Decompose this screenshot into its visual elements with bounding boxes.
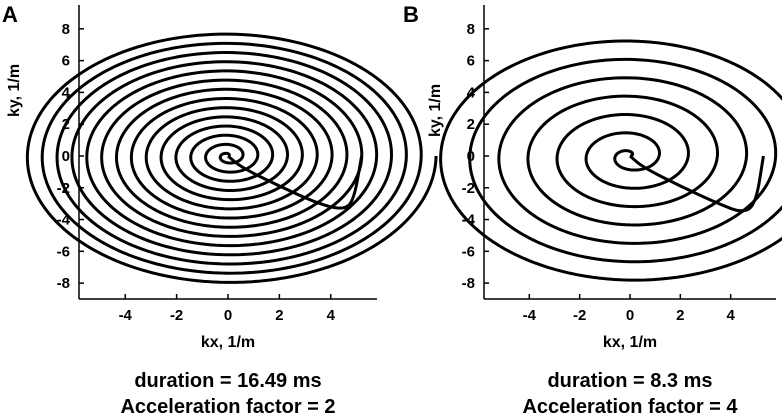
x-tick-label-b: -4: [523, 307, 537, 324]
y-tick-label-a: 0: [62, 148, 70, 165]
y-tick-label-b: 6: [467, 53, 475, 70]
x-axis-label-b: kx, 1/m: [603, 334, 657, 351]
y-axis-label-b: ky, 1/m: [427, 84, 444, 137]
y-tick-label-a: -6: [57, 243, 70, 260]
y-tick-label-b: -2: [462, 180, 475, 197]
y-tick-label-a: 4: [62, 84, 71, 101]
panel-label-a: A: [2, 2, 18, 27]
x-tick-label-a: 0: [224, 307, 232, 324]
caption-acceleration-b: Acceleration factor = 4: [522, 396, 738, 418]
x-tick-label-b: 0: [626, 307, 634, 324]
x-tick-label-a: -2: [170, 307, 183, 324]
y-tick-label-a: 8: [62, 21, 70, 38]
x-tick-label-a: -4: [119, 307, 133, 324]
x-tick-label-a: 4: [327, 307, 336, 324]
y-tick-label-a: -8: [57, 275, 70, 292]
y-tick-label-b: 2: [467, 116, 475, 133]
y-tick-label-b: -6: [462, 243, 475, 260]
y-tick-label-a: 6: [62, 53, 70, 70]
y-axis-label-a: ky, 1/m: [6, 64, 23, 117]
panel-label-b: B: [403, 2, 419, 27]
spiral-trajectory-b: [439, 39, 782, 282]
spiral-trajectory-a: [25, 32, 438, 284]
x-tick-label-b: 4: [727, 307, 736, 324]
x-axis-label-a: kx, 1/m: [201, 334, 255, 351]
return-trajectory-a: [226, 154, 364, 210]
y-tick-label-b: 8: [467, 21, 475, 38]
return-trajectory-b: [628, 154, 765, 213]
x-tick-label-b: -2: [573, 307, 586, 324]
caption-duration-b: duration = 8.3 ms: [547, 370, 712, 392]
caption-duration-a: duration = 16.49 ms: [134, 370, 321, 392]
x-tick-label-a: 2: [275, 307, 283, 324]
caption-acceleration-a: Acceleration factor = 2: [120, 396, 335, 418]
x-tick-label-b: 2: [676, 307, 684, 324]
y-tick-label-b: -8: [462, 275, 475, 292]
